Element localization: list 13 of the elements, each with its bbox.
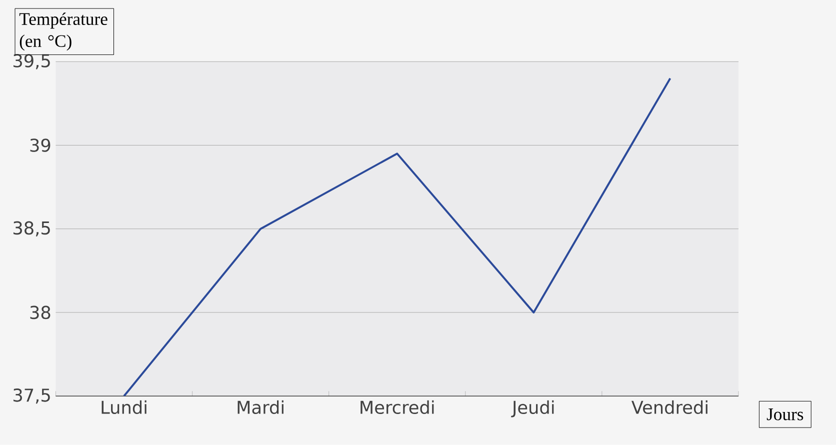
x-tick-label: Mardi (238, 400, 284, 414)
y-tick-label: 37,5 (14, 388, 50, 404)
x-tick-label: Lundi (102, 400, 146, 414)
x-tick-label: Mercredi (360, 400, 434, 414)
y-tick-label: 39 (30, 138, 50, 152)
x-tick-label: Jeudi (511, 400, 554, 418)
x-axis-title: Jours (766, 408, 804, 420)
y-axis-title: Température (en °C) (19, 12, 108, 51)
y-tick-label: 38,5 (14, 221, 50, 237)
y-tick-label: 39,5 (14, 54, 50, 70)
line-series (123, 77, 672, 396)
x-tick-label: Vendredi (631, 400, 708, 414)
y-tick-label: 38 (30, 306, 50, 320)
